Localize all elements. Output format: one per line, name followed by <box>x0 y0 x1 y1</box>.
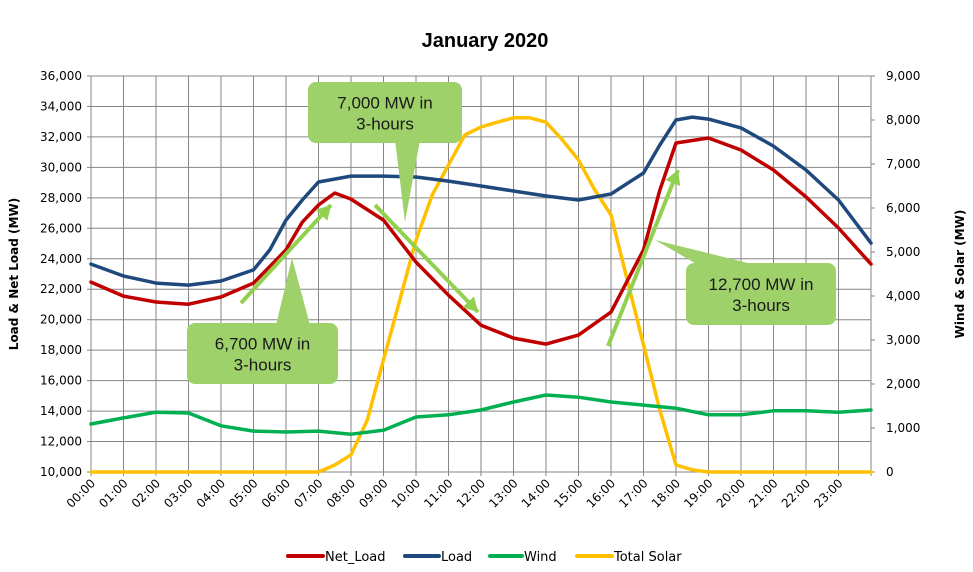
x-tick-label: 22:00 <box>779 476 813 510</box>
x-tick-label: 12:00 <box>454 476 488 510</box>
callout-pointer <box>276 258 310 325</box>
y-tick-label: 36,000 <box>40 69 82 83</box>
callout-box <box>187 323 338 384</box>
x-tick-label: 15:00 <box>551 476 585 510</box>
y2-axis-label: Wind & Solar (MW) <box>953 210 967 339</box>
trend-arrow <box>239 203 333 305</box>
y-tick-label: 32,000 <box>40 130 82 144</box>
y-axis-right: 0 1,000 2,000 3,000 4,000 5,000 6,000 7,000 8,00… <box>871 69 920 479</box>
x-tick-label: 02:00 <box>129 476 163 510</box>
y2-tick-label: 6,000 <box>886 201 920 215</box>
x-tick-label: 11:00 <box>421 476 455 510</box>
callout-box <box>308 82 462 143</box>
callout-text: 3-hours <box>732 296 790 315</box>
series-line-total-solar <box>89 116 873 474</box>
trend-arrow <box>373 203 480 314</box>
y2-tick-label: 9,000 <box>886 69 920 83</box>
x-tick-label: 20:00 <box>714 476 748 510</box>
x-tick-label: 00:00 <box>64 476 98 510</box>
x-tick-label: 01:00 <box>96 476 130 510</box>
y2-tick-label: 2,000 <box>886 377 920 391</box>
x-tick-label: 04:00 <box>194 476 228 510</box>
x-tick-label: 03:00 <box>161 476 195 510</box>
y2-tick-label: 1,000 <box>886 421 920 435</box>
callout-text: 6,700 MW in <box>215 335 310 354</box>
series-line-load <box>89 115 873 287</box>
y-tick-label: 18,000 <box>40 343 82 357</box>
x-tick-label: 16:00 <box>584 476 618 510</box>
series-line-net-load <box>89 136 873 346</box>
x-tick-label: 13:00 <box>486 476 520 510</box>
y2-tick-label: 4,000 <box>886 289 920 303</box>
chart-title: January 2020 <box>422 30 549 52</box>
y-tick-label: 34,000 <box>40 99 82 113</box>
y2-tick-label: 0 <box>886 465 894 479</box>
y-tick-label: 26,000 <box>40 221 82 235</box>
arrow-head-icon <box>665 170 681 186</box>
x-tick-label: 19:00 <box>681 476 715 510</box>
y-tick-label: 30,000 <box>40 160 82 174</box>
legend: Net_Load Load Wind Total Solar <box>286 550 682 565</box>
callout-text: 7,000 MW in <box>337 94 432 113</box>
callout-pointer <box>395 140 420 222</box>
x-tick-label: 21:00 <box>746 476 780 510</box>
y2-tick-label: 5,000 <box>886 245 920 259</box>
callout-text: 3-hours <box>234 356 292 375</box>
y-tick-label: 22,000 <box>40 282 82 296</box>
arrow-head-icon <box>462 296 478 312</box>
legend-label: Wind <box>524 550 557 565</box>
x-tick-label: 09:00 <box>356 476 390 510</box>
series-line-wind <box>89 393 873 436</box>
y-tick-label: 10,000 <box>40 465 82 479</box>
legend-label: Load <box>441 550 472 565</box>
x-tick-label: 14:00 <box>519 476 553 510</box>
callout-text: 3-hours <box>356 115 414 134</box>
y-axis-label: Load & Net Load (MW) <box>7 198 21 350</box>
x-axis: 00:0001:0002:0003:0004:0005:0006:0007:00… <box>64 476 846 510</box>
x-tick-label: 08:00 <box>324 476 358 510</box>
callout-text: 12,700 MW in <box>709 275 814 294</box>
y-tick-label: 24,000 <box>40 252 82 266</box>
x-tick-label: 17:00 <box>616 476 650 510</box>
y-axis-left: 10,000 12,000 14,000 16,000 18,000 20,000 22,0… <box>40 69 91 479</box>
series-lines <box>89 115 873 474</box>
callout-box <box>686 263 836 325</box>
callout-pointer <box>655 240 760 266</box>
annotations: 6,700 MW in 3-hours 7,000 MW in 3-hours 12,7… <box>187 82 836 384</box>
x-tick-label: 07:00 <box>291 476 325 510</box>
y2-tick-label: 7,000 <box>886 157 920 171</box>
arrow-head-icon <box>315 205 331 221</box>
x-tick-label: 06:00 <box>259 476 293 510</box>
y-tick-label: 12,000 <box>40 435 82 449</box>
trend-arrow <box>606 169 680 347</box>
x-tick-label: 05:00 <box>226 476 260 510</box>
x-tick-label: 10:00 <box>389 476 423 510</box>
x-tick-label: 18:00 <box>649 476 683 510</box>
y-tick-label: 20,000 <box>40 313 82 327</box>
y2-tick-label: 8,000 <box>886 113 920 127</box>
y-tick-label: 28,000 <box>40 191 82 205</box>
y-tick-label: 14,000 <box>40 404 82 418</box>
y-tick-label: 16,000 <box>40 374 82 388</box>
legend-label: Total Solar <box>613 550 682 565</box>
legend-label: Net_Load <box>325 550 386 565</box>
y2-tick-label: 3,000 <box>886 333 920 347</box>
x-tick-label: 23:00 <box>811 476 845 510</box>
